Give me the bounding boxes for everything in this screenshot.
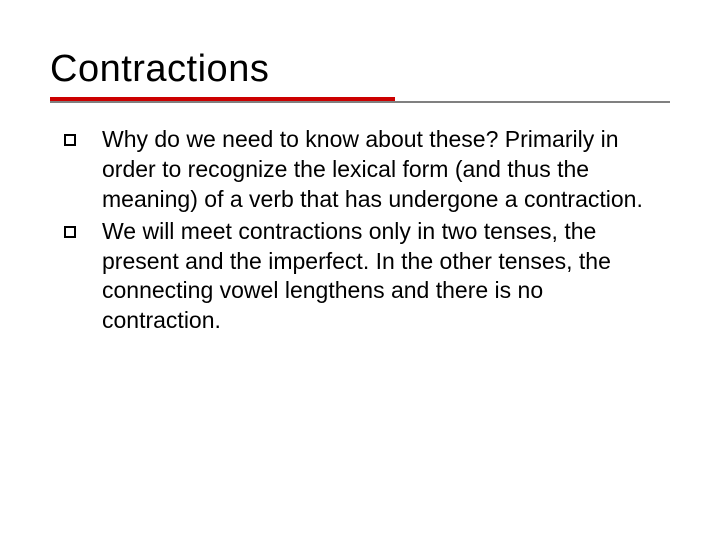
list-item: We will meet contractions only in two te… [64, 217, 650, 337]
square-bullet-icon [64, 134, 76, 146]
bullet-text: We will meet contractions only in two te… [102, 217, 650, 337]
slide-title: Contractions [50, 48, 670, 91]
slide-body: Why do we need to know about these? Prim… [50, 125, 670, 336]
slide: Contractions Why do we need to know abou… [0, 0, 720, 540]
title-rule-thin [50, 101, 670, 103]
square-bullet-icon [64, 226, 76, 238]
list-item: Why do we need to know about these? Prim… [64, 125, 650, 215]
bullet-text: Why do we need to know about these? Prim… [102, 125, 650, 215]
